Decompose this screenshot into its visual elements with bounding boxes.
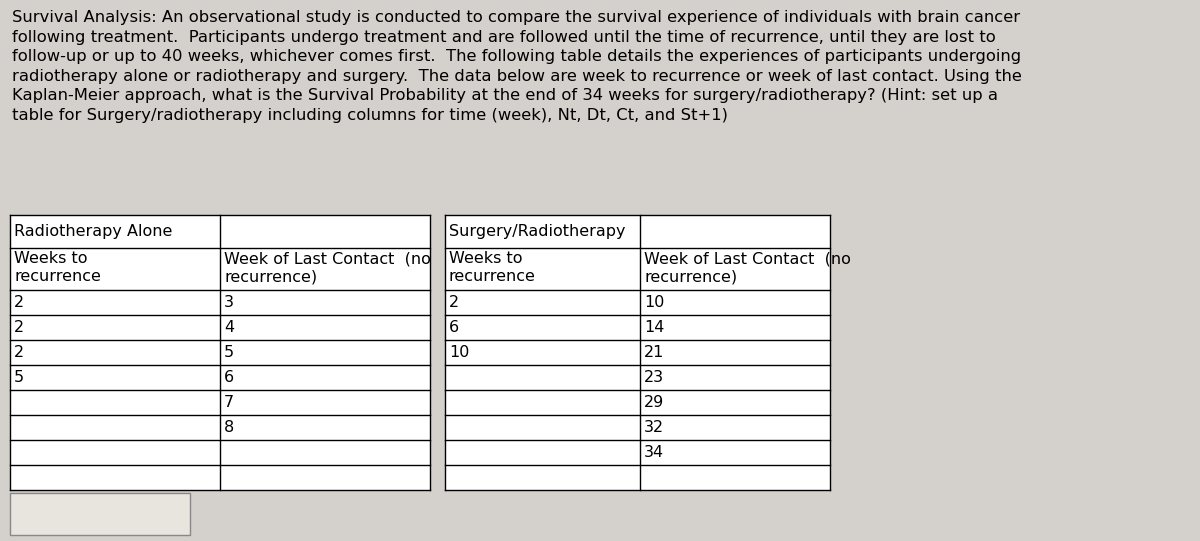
Text: Week of Last Contact  (no
recurrence): Week of Last Contact (no recurrence) bbox=[644, 251, 851, 284]
Text: Weeks to
recurrence: Weeks to recurrence bbox=[14, 251, 101, 284]
Text: 7: 7 bbox=[224, 395, 234, 410]
Text: Weeks to
recurrence: Weeks to recurrence bbox=[449, 251, 536, 284]
Text: 4: 4 bbox=[224, 320, 234, 335]
Text: 3: 3 bbox=[224, 295, 234, 310]
Text: Week of Last Contact  (no
recurrence): Week of Last Contact (no recurrence) bbox=[224, 251, 431, 284]
Text: Surgery/Radiotherapy: Surgery/Radiotherapy bbox=[449, 224, 625, 239]
Text: 21: 21 bbox=[644, 345, 665, 360]
Text: 14: 14 bbox=[644, 320, 665, 335]
Text: 23: 23 bbox=[644, 370, 664, 385]
Text: 10: 10 bbox=[449, 345, 469, 360]
Text: Survival Analysis: An observational study is conducted to compare the survival e: Survival Analysis: An observational stud… bbox=[12, 10, 1022, 123]
Text: Radiotherapy Alone: Radiotherapy Alone bbox=[14, 224, 173, 239]
Text: 8: 8 bbox=[224, 420, 234, 435]
Text: 2: 2 bbox=[14, 320, 24, 335]
Text: 6: 6 bbox=[224, 370, 234, 385]
Text: 32: 32 bbox=[644, 420, 664, 435]
Bar bbox=[10, 493, 190, 535]
Text: 5: 5 bbox=[14, 370, 24, 385]
Text: 10: 10 bbox=[644, 295, 665, 310]
Text: 6: 6 bbox=[449, 320, 460, 335]
Text: 29: 29 bbox=[644, 395, 665, 410]
Text: 2: 2 bbox=[449, 295, 460, 310]
Text: 34: 34 bbox=[644, 445, 664, 460]
Bar bbox=[445, 215, 830, 490]
Text: 5: 5 bbox=[224, 345, 234, 360]
Bar bbox=[10, 215, 430, 490]
Text: 2: 2 bbox=[14, 345, 24, 360]
Text: 2: 2 bbox=[14, 295, 24, 310]
